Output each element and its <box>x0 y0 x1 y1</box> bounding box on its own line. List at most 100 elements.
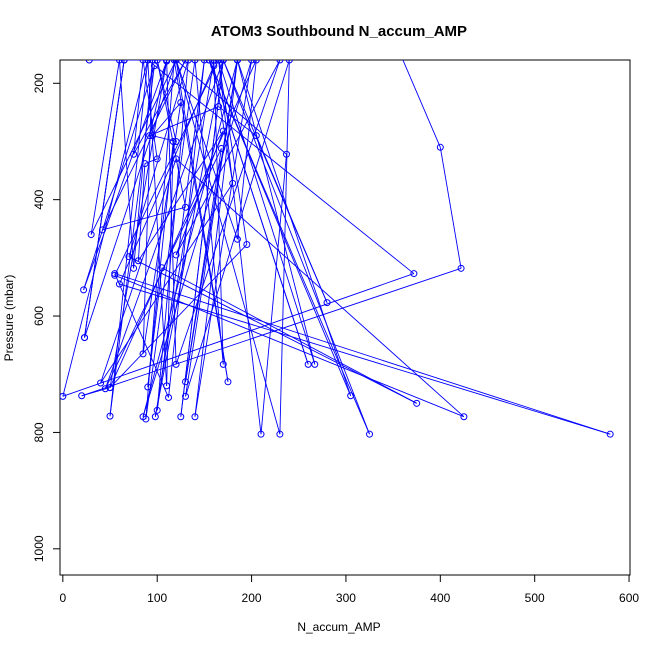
data-point <box>142 415 150 423</box>
series-segment <box>166 60 177 365</box>
data-point <box>276 60 284 64</box>
series-segment <box>142 60 238 417</box>
data-point <box>184 60 192 64</box>
y-axis-label: Pressure (mbar) <box>2 275 16 362</box>
series-segment <box>81 387 111 397</box>
data-point <box>436 143 444 151</box>
series-segment <box>213 60 224 365</box>
data-point <box>87 231 95 239</box>
x-axis-label: N_accum_AMP <box>297 620 380 634</box>
series-segment <box>218 60 316 365</box>
data-point <box>163 60 171 64</box>
data-point <box>139 350 147 358</box>
series-segment <box>175 60 287 155</box>
y-tick-label: 200 <box>32 73 46 93</box>
x-tick-label: 400 <box>430 591 450 605</box>
data-point <box>224 378 232 386</box>
data-point <box>233 60 241 64</box>
series-segment <box>147 60 415 274</box>
x-tick-label: 100 <box>147 591 167 605</box>
x-axis: 0 100 200 300 400 500 600 <box>59 574 639 605</box>
series-segment <box>175 60 281 256</box>
series-segment <box>109 60 149 417</box>
data-point <box>304 360 312 368</box>
series-segment <box>149 106 219 137</box>
data-point <box>323 299 331 307</box>
series-segment <box>149 60 168 136</box>
data-point <box>177 98 185 106</box>
series-segment <box>144 158 158 165</box>
data-point <box>153 155 161 163</box>
data-point <box>285 60 293 64</box>
series-segment <box>236 60 352 396</box>
data-point <box>177 413 185 421</box>
data-point <box>148 132 156 140</box>
data-point <box>106 412 114 420</box>
series-segment <box>81 267 462 397</box>
series-segment <box>142 102 182 354</box>
x-tick-label: 500 <box>525 591 545 605</box>
data-point <box>101 385 109 393</box>
data-point <box>60 392 67 400</box>
data-point <box>229 179 237 187</box>
series-segment <box>137 163 146 261</box>
x-tick-label: 200 <box>242 591 262 605</box>
series-segment <box>236 60 316 365</box>
y-axis: 200 400 600 800 1000 <box>32 73 61 562</box>
series-segment <box>109 244 248 388</box>
series-segment <box>114 273 611 435</box>
data-point <box>233 235 241 243</box>
data-layer <box>60 60 614 438</box>
series-segment <box>119 283 611 435</box>
data-point <box>457 264 465 272</box>
series-segment <box>145 60 196 420</box>
series-segment <box>222 60 370 435</box>
data-point <box>219 127 227 135</box>
series-segment <box>222 60 328 303</box>
x-tick-label: 600 <box>619 591 639 605</box>
series-segment <box>102 60 186 231</box>
data-point <box>217 144 225 152</box>
data-point <box>219 60 227 64</box>
data-point <box>347 392 355 400</box>
data-point <box>130 264 138 272</box>
series-segment <box>83 61 168 291</box>
data-point <box>153 406 161 414</box>
data-point <box>163 382 171 390</box>
data-point <box>219 360 227 368</box>
data-point <box>191 60 199 64</box>
series-segment <box>84 60 177 338</box>
y-tick-label: 400 <box>32 189 46 209</box>
y-tick-label: 800 <box>32 422 46 442</box>
data-point <box>97 379 105 387</box>
data-point <box>282 150 290 158</box>
series-segment <box>175 130 224 256</box>
series-segment <box>90 60 120 235</box>
series-segment <box>439 147 462 269</box>
data-point <box>311 360 319 368</box>
data-point <box>81 334 89 342</box>
data-point <box>170 60 178 64</box>
series-segment <box>152 102 182 136</box>
series-segment <box>62 273 415 397</box>
series-segment <box>114 273 169 398</box>
data-point <box>200 60 208 64</box>
series-segment <box>152 135 177 142</box>
data-point <box>172 60 180 64</box>
data-point <box>410 270 418 278</box>
data-point <box>205 60 213 64</box>
series-segment <box>90 60 177 235</box>
series-segment <box>156 60 177 142</box>
data-point <box>257 430 265 438</box>
series-segment <box>154 60 224 417</box>
series-segment <box>180 60 224 417</box>
series-segment <box>175 60 238 240</box>
series-segment <box>175 60 281 365</box>
data-point <box>144 60 152 64</box>
series-segment <box>137 130 224 262</box>
data-point <box>153 60 161 64</box>
y-tick-label: 1000 <box>32 535 46 562</box>
series-segment <box>133 60 186 155</box>
data-point <box>111 271 119 279</box>
data-point <box>141 160 149 168</box>
